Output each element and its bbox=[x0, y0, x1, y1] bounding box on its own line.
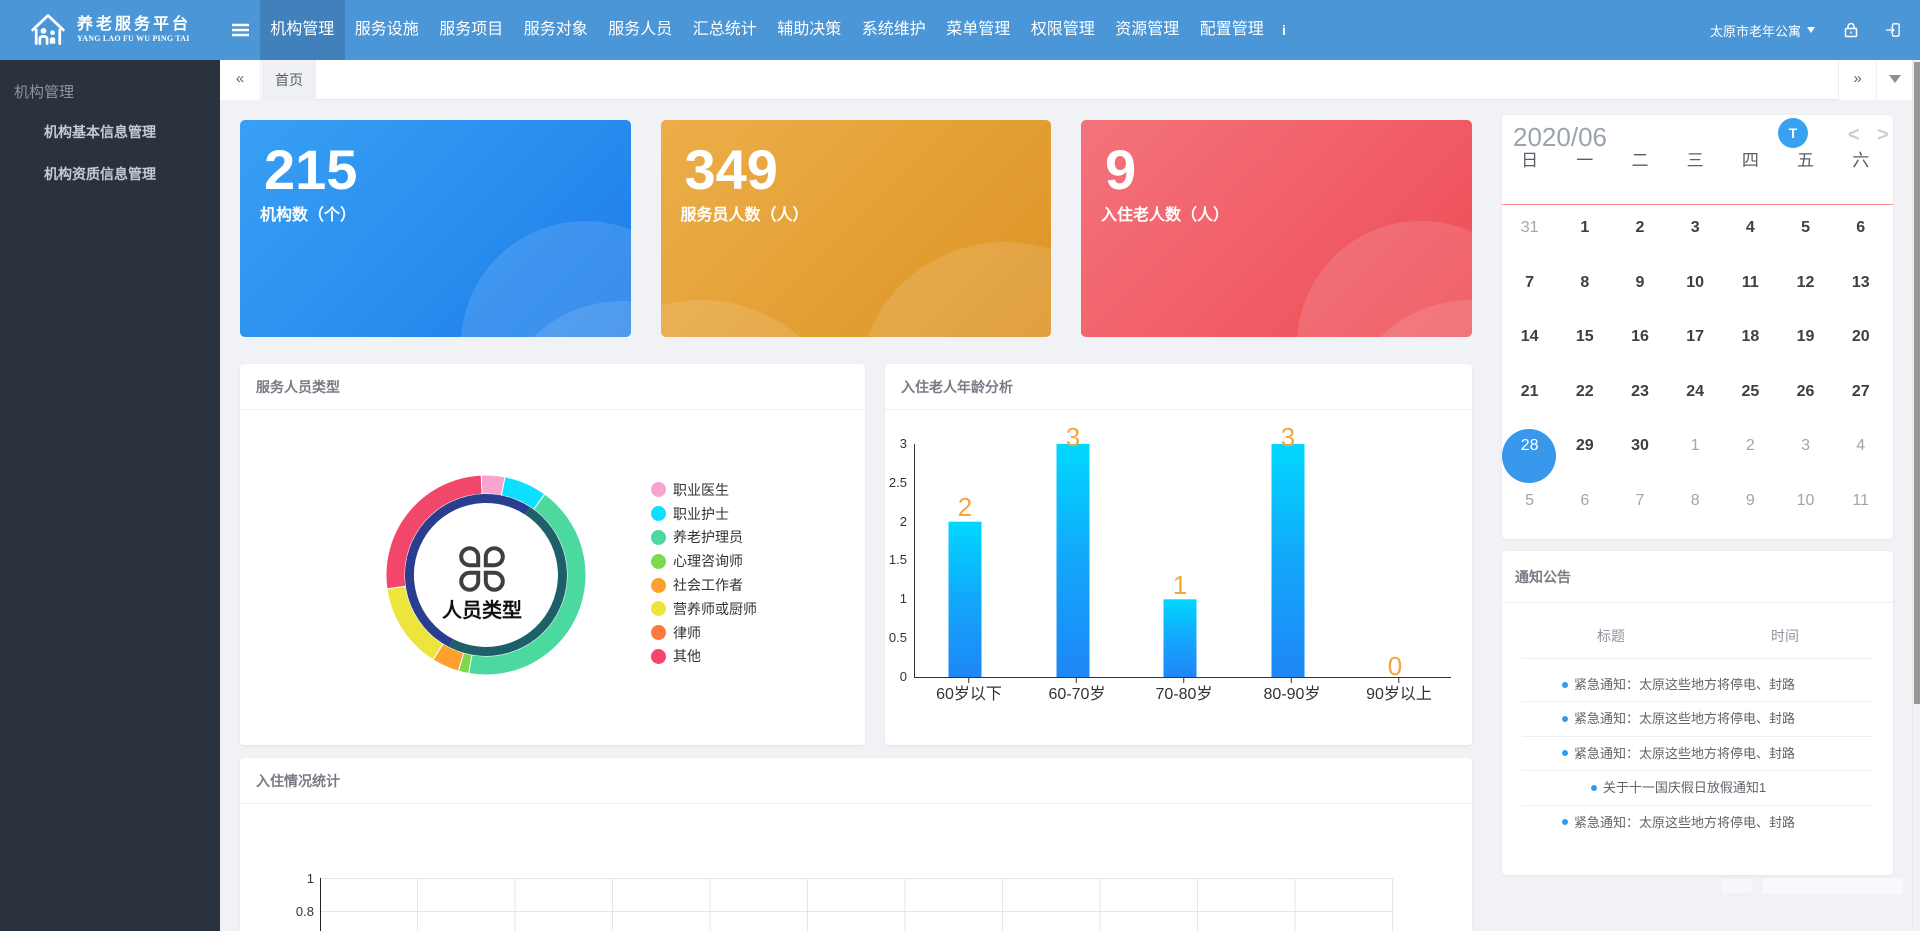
svg-text:人员类型: 人员类型 bbox=[442, 599, 522, 622]
svg-text:80-90岁: 80-90岁 bbox=[1264, 685, 1321, 703]
svg-text:1.5: 1.5 bbox=[889, 552, 907, 567]
svg-text:3: 3 bbox=[1281, 422, 1295, 452]
svg-text:1: 1 bbox=[307, 871, 314, 886]
svg-text:2: 2 bbox=[958, 492, 972, 522]
svg-text:0: 0 bbox=[900, 669, 907, 684]
svg-text:70-80岁: 70-80岁 bbox=[1156, 685, 1213, 703]
svg-text:2.5: 2.5 bbox=[889, 475, 907, 490]
svg-text:2: 2 bbox=[900, 514, 907, 529]
svg-text:0: 0 bbox=[1388, 651, 1402, 681]
svg-text:1: 1 bbox=[1173, 570, 1187, 600]
svg-text:60岁以下: 60岁以下 bbox=[936, 685, 1002, 703]
svg-text:0.8: 0.8 bbox=[296, 904, 314, 919]
svg-text:60-70岁: 60-70岁 bbox=[1049, 685, 1106, 703]
svg-text:0.5: 0.5 bbox=[889, 630, 907, 645]
svg-text:3: 3 bbox=[900, 436, 907, 451]
svg-text:1: 1 bbox=[900, 591, 907, 606]
svg-text:3: 3 bbox=[1066, 422, 1080, 452]
svg-text:90岁以上: 90岁以上 bbox=[1366, 685, 1432, 703]
